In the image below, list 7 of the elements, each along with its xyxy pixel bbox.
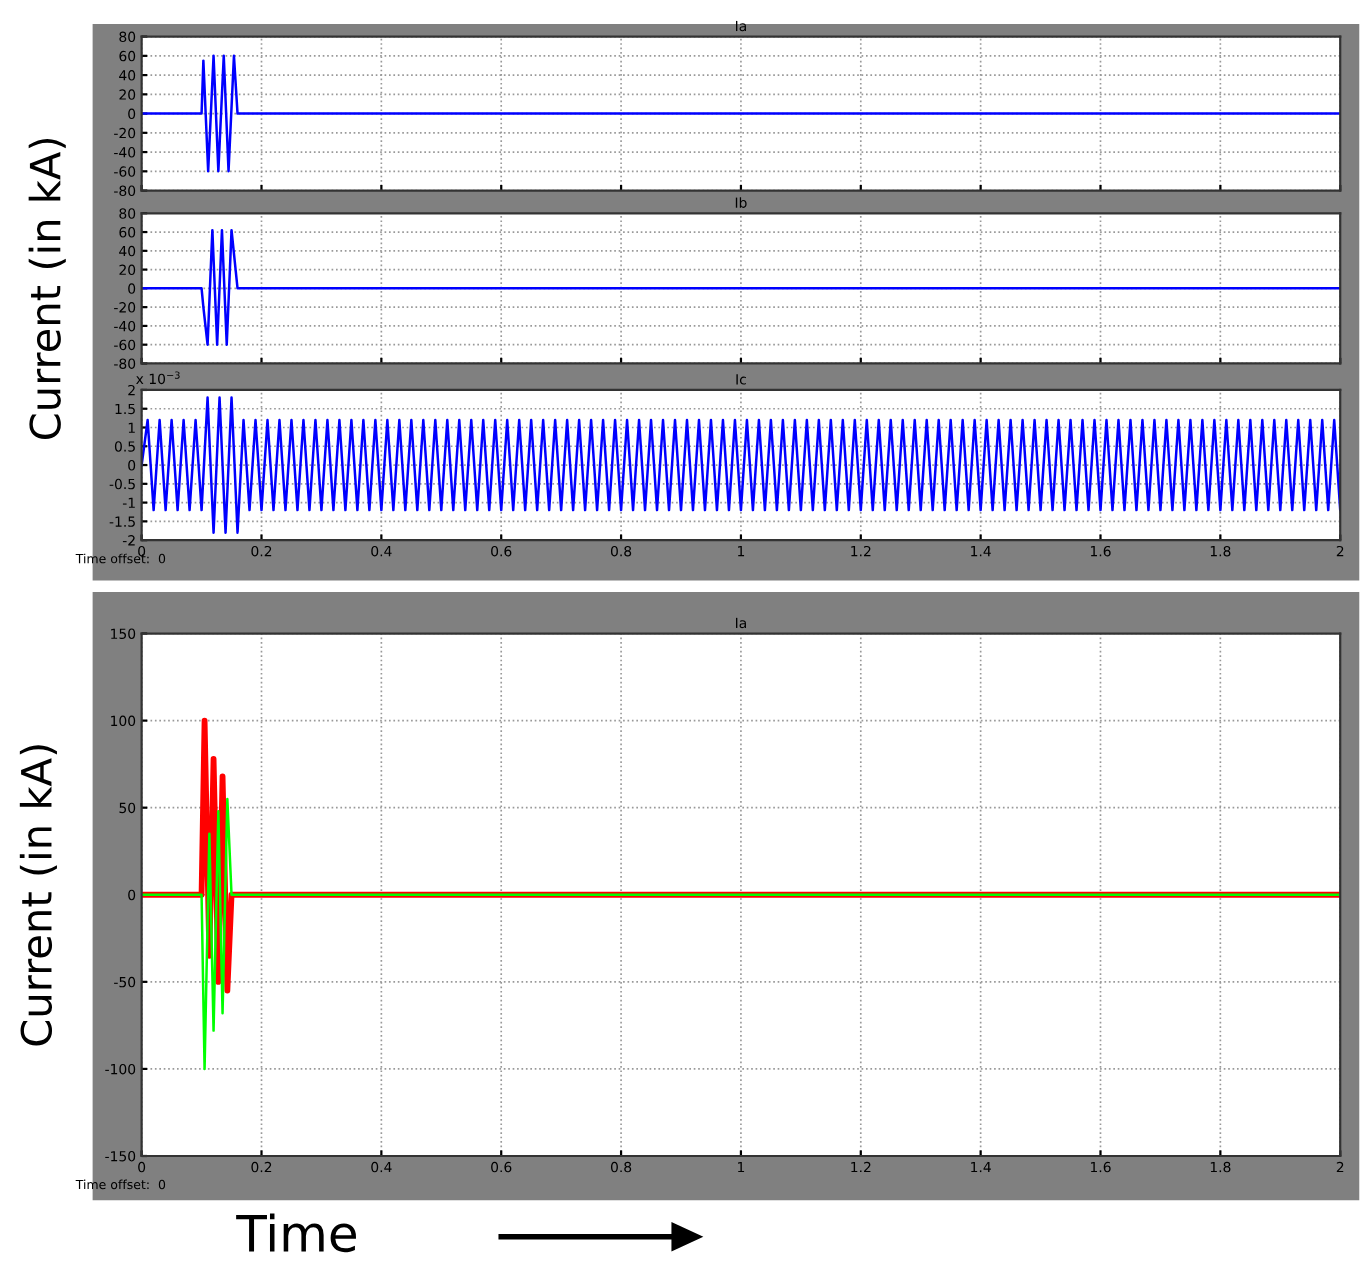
- line-series: [141, 228, 1341, 346]
- line-series: [141, 54, 1341, 173]
- x-axis-title: Time: [236, 1213, 356, 1253]
- line-series: [141, 797, 1341, 1071]
- y-axis-title: Current (in kA): [19, 745, 57, 1046]
- line-series: [141, 396, 1341, 534]
- y-axis-title: Current (in kA): [28, 138, 66, 440]
